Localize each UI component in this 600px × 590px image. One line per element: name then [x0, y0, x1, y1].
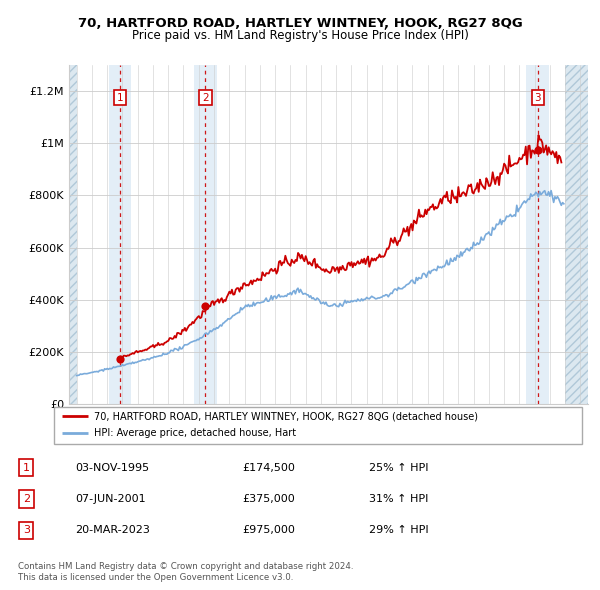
Text: £375,000: £375,000: [242, 494, 295, 504]
Point: [200, 301, 210, 311]
Bar: [69, 65, 77, 404]
Text: Contains HM Land Registry data © Crown copyright and database right 2024.: Contains HM Land Registry data © Crown c…: [18, 562, 353, 571]
Text: £975,000: £975,000: [242, 525, 295, 535]
Text: 20-MAR-2023: 20-MAR-2023: [76, 525, 150, 535]
Bar: [109, 65, 131, 404]
Point: [533, 145, 543, 155]
Text: 1: 1: [23, 463, 30, 473]
Text: 07-JUN-2001: 07-JUN-2001: [76, 494, 146, 504]
Text: This data is licensed under the Open Government Licence v3.0.: This data is licensed under the Open Gov…: [18, 573, 293, 582]
Text: 03-NOV-1995: 03-NOV-1995: [76, 463, 149, 473]
Bar: [565, 65, 588, 404]
Text: 70, HARTFORD ROAD, HARTLEY WINTNEY, HOOK, RG27 8QG (detached house): 70, HARTFORD ROAD, HARTLEY WINTNEY, HOOK…: [94, 411, 478, 421]
Text: 2: 2: [202, 93, 209, 103]
Text: Price paid vs. HM Land Registry's House Price Index (HPI): Price paid vs. HM Land Registry's House …: [131, 30, 469, 42]
Text: 3: 3: [23, 525, 30, 535]
Bar: [526, 65, 550, 404]
Text: 2: 2: [23, 494, 30, 504]
FancyBboxPatch shape: [54, 407, 582, 444]
Text: 31% ↑ HPI: 31% ↑ HPI: [369, 494, 428, 504]
Point: [115, 354, 125, 363]
Text: £174,500: £174,500: [242, 463, 295, 473]
Text: HPI: Average price, detached house, Hart: HPI: Average price, detached house, Hart: [94, 428, 296, 438]
Text: 25% ↑ HPI: 25% ↑ HPI: [369, 463, 428, 473]
Bar: [194, 65, 217, 404]
Text: 3: 3: [535, 93, 541, 103]
Text: 70, HARTFORD ROAD, HARTLEY WINTNEY, HOOK, RG27 8QG: 70, HARTFORD ROAD, HARTLEY WINTNEY, HOOK…: [77, 17, 523, 30]
Text: 29% ↑ HPI: 29% ↑ HPI: [369, 525, 429, 535]
Text: 1: 1: [116, 93, 123, 103]
